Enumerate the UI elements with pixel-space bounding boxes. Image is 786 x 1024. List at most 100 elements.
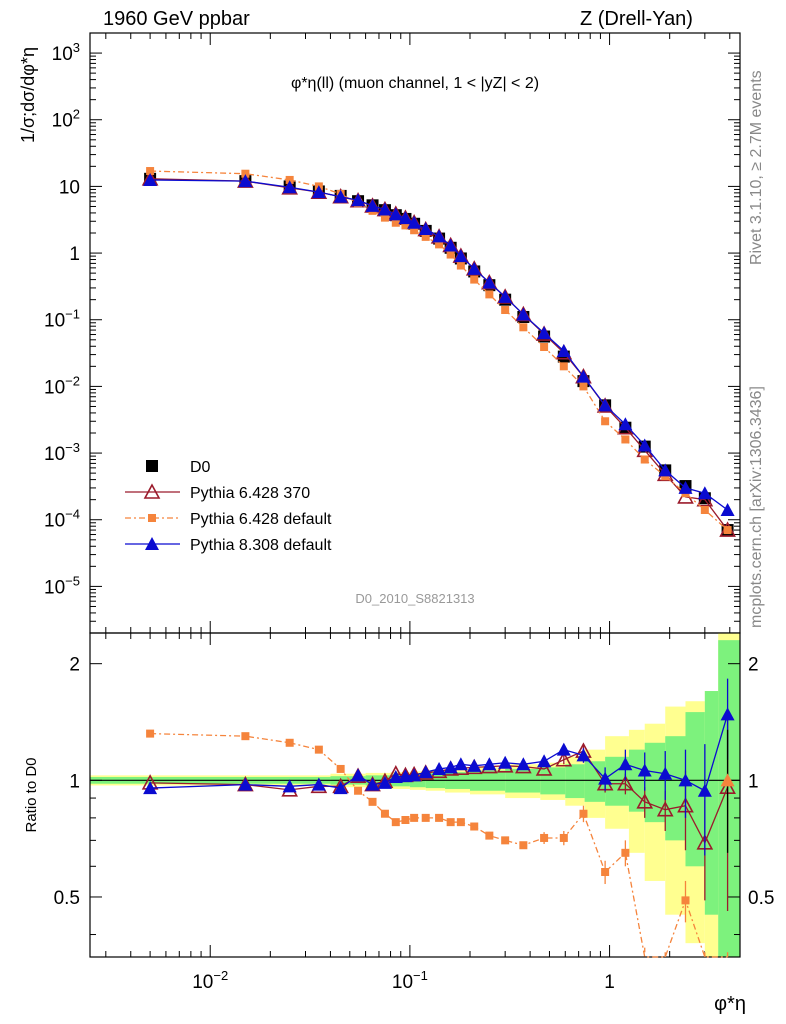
y-tick-label: 10−4 (44, 507, 80, 532)
x-tick-label: 10−1 (392, 968, 428, 993)
y-tick-label: 10−5 (44, 573, 80, 598)
ratio-point (314, 745, 323, 754)
main-point (559, 362, 568, 371)
ratio-point (658, 766, 673, 780)
main-point (697, 486, 712, 500)
ratio-y-tick-label-right: 1 (748, 771, 759, 792)
ratio-point (485, 831, 494, 840)
legend-marker (145, 537, 159, 550)
ratio-point (636, 793, 654, 809)
main-point (365, 198, 380, 212)
ratio-point (617, 775, 634, 791)
ratio-point (470, 822, 479, 831)
legend-marker (143, 483, 161, 499)
main-point (537, 326, 552, 340)
y-tick-label: 10−1 (44, 307, 80, 332)
band-inner-segment (644, 742, 666, 823)
main-point (467, 261, 482, 275)
ratio-point (377, 775, 392, 789)
main-point (482, 275, 497, 289)
main-series-line (150, 170, 729, 531)
ratio-point (720, 707, 735, 721)
main-point (456, 261, 465, 270)
header-left: 1960 GeV ppbar (103, 8, 250, 30)
ratio-point (143, 781, 158, 795)
watermark: D0_2010_S8821313 (355, 591, 474, 606)
ratio-point (516, 757, 531, 771)
ratio-point (618, 757, 633, 771)
ratio-point (720, 773, 735, 787)
main-point (540, 342, 549, 351)
ratio-point (421, 813, 430, 822)
main-point (700, 505, 709, 514)
main-point (556, 343, 571, 357)
legend-label: Pythia 6.428 370 (190, 485, 310, 502)
ratio-point (407, 768, 422, 782)
band-inner-segment (565, 764, 585, 799)
band-inner-segment (685, 712, 705, 867)
ratio-frame (89, 632, 741, 958)
ratio-point (697, 783, 712, 797)
ratio-point (537, 754, 552, 768)
main-point (720, 502, 735, 516)
band-inner-segment (584, 761, 606, 802)
main-plot: 10−2 10−1 1 10−5 10−4 10−3 10−2 10−1 1 10 102 103 D0… (44, 32, 741, 993)
ratio-point (519, 841, 528, 850)
ratio-point (446, 818, 455, 827)
main-point (391, 218, 400, 227)
main-point (241, 169, 250, 178)
y-axis-label-main: 1/σ;dσ/dφ*η (18, 47, 38, 143)
ratio-point (601, 867, 610, 876)
main-point (598, 398, 613, 412)
ratio-y-tick-label-right: 2 (748, 655, 759, 676)
ratio-point (482, 757, 497, 771)
main-point (453, 249, 468, 263)
ratio-point (410, 813, 419, 822)
main-point (418, 221, 433, 235)
main-point (579, 382, 588, 391)
ratio-point (435, 813, 444, 822)
ratio-point (368, 797, 377, 806)
y-axis-label-ratio: Ratio to D0 (23, 757, 40, 832)
main-point (637, 438, 652, 452)
main-point (435, 240, 444, 249)
y-tick-label: 10−2 (44, 373, 80, 398)
main-point (311, 185, 326, 199)
ratio-point (498, 755, 513, 769)
main-point (519, 323, 528, 332)
legend-label: D0 (190, 459, 211, 476)
main-point (410, 226, 419, 235)
ratio-point (443, 760, 458, 774)
main-point (285, 175, 294, 184)
main-point (723, 526, 732, 535)
x-axis-label: φ*η (714, 993, 746, 1015)
main-point (282, 180, 297, 194)
main-point (333, 189, 348, 203)
legend: D0 Pythia 6.428 370 Pythia 6.428 default Py… (125, 459, 332, 554)
main-point (432, 229, 447, 243)
main-point (601, 417, 610, 426)
legend-label: Pythia 6.428 default (190, 511, 332, 528)
ratio-plot: 0.5 0.5 1 1 2 2 (54, 632, 774, 958)
ratio-y-tick-label-right: 0.5 (748, 888, 774, 909)
ratio-point (540, 833, 549, 842)
main-point (501, 305, 510, 314)
ratio-point (354, 786, 363, 795)
main-point (443, 238, 458, 252)
y-tick-label: 102 (52, 107, 80, 132)
band-inner-segment (704, 691, 719, 915)
ratio-point (456, 818, 465, 827)
main-point (377, 202, 392, 216)
ratio-y-tick-label: 0.5 (54, 888, 80, 909)
main-point (351, 193, 366, 207)
legend-marker (146, 460, 158, 472)
ratio-point (555, 751, 573, 767)
band-inner-segment (665, 736, 686, 841)
main-point (516, 307, 531, 321)
legend-label: Pythia 8.308 default (190, 537, 332, 554)
chart-text: φ*η(ll) (muon channel, 1 < |yZ| < 2) D0_… (18, 47, 746, 1015)
ratio-y-tick-label: 1 (69, 771, 80, 792)
ratio-point (501, 836, 510, 845)
ratio-series-line (150, 732, 728, 958)
ratio-point (351, 768, 366, 782)
